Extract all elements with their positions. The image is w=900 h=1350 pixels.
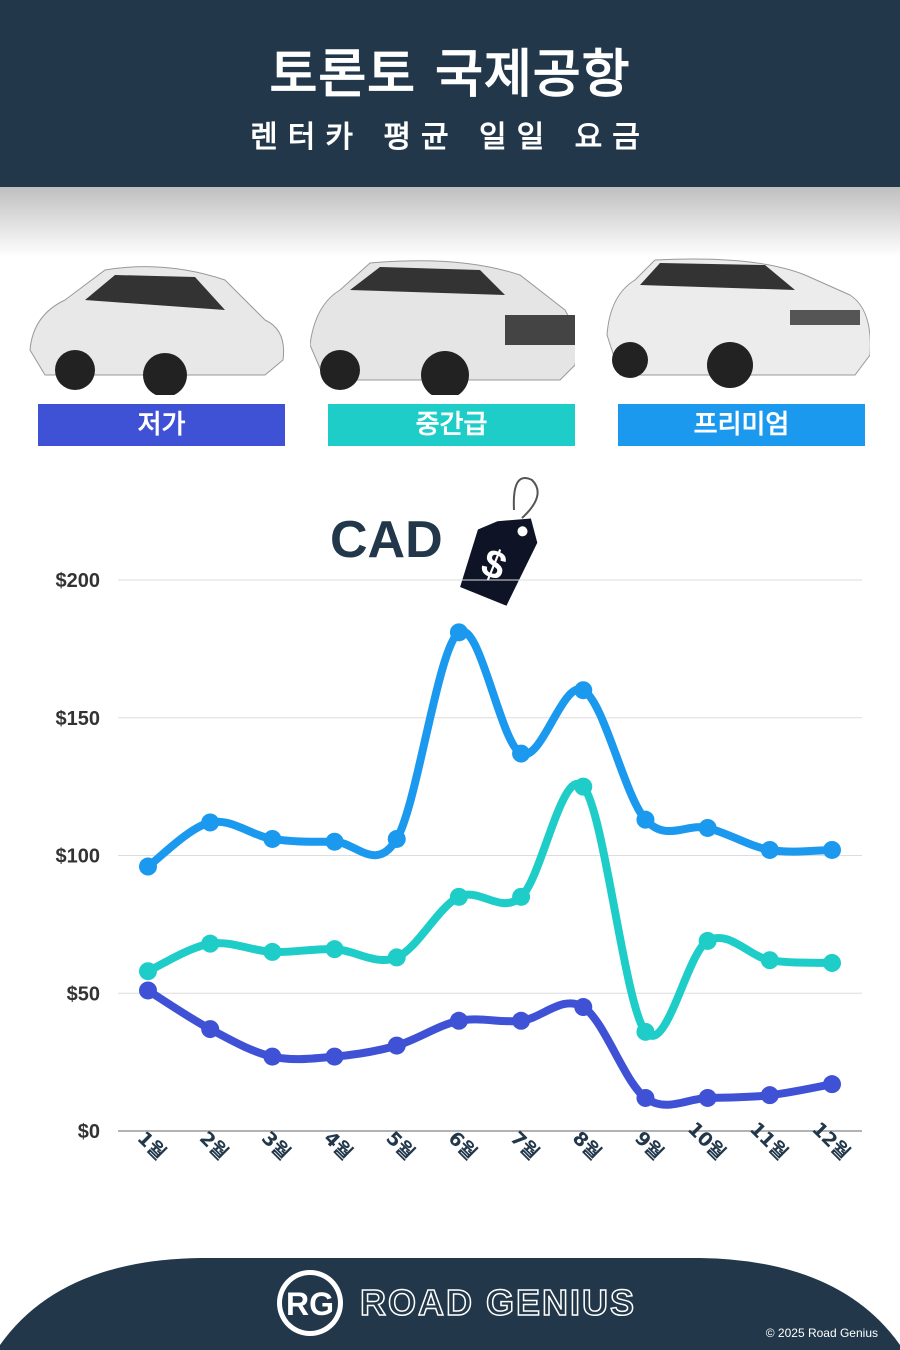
x-tick-label: 2월	[195, 1127, 232, 1164]
data-point	[823, 953, 841, 972]
brand-name: ROAD GENIUS	[359, 1281, 637, 1324]
y-tick-label: $100	[56, 846, 101, 868]
data-point	[325, 832, 344, 851]
data-point	[139, 981, 157, 1000]
category-premium: 프리미엄	[618, 404, 865, 446]
y-tick-label: $50	[67, 983, 100, 1005]
premium-car-image	[606, 258, 870, 388]
data-point	[636, 1022, 655, 1041]
series-line-0	[144, 627, 836, 871]
copyright: © 2025 Road Genius	[765, 1326, 878, 1340]
data-point	[387, 829, 406, 848]
x-tick-label: 11월	[745, 1118, 792, 1165]
data-point	[760, 1086, 779, 1105]
data-point	[139, 962, 157, 981]
page-title: 토론토 국제공항	[269, 45, 631, 105]
data-point	[636, 810, 655, 829]
footer: RG	[0, 1258, 900, 1350]
currency-label: CAD	[330, 511, 443, 569]
x-tick-label: 5월	[381, 1127, 418, 1164]
category-midsize: 중간급	[328, 404, 575, 446]
data-point	[325, 1047, 344, 1066]
x-tick-label: 4월	[319, 1127, 356, 1164]
backdrop-band	[0, 187, 900, 257]
midsize-car-image	[310, 260, 575, 395]
data-point	[823, 1075, 841, 1094]
y-tick-label: $200	[56, 570, 101, 592]
x-tick-label: 6월	[444, 1127, 481, 1164]
data-point	[263, 1047, 282, 1066]
x-tick-label: 8월	[568, 1127, 605, 1164]
data-point	[574, 681, 593, 700]
x-tick-label: 12월	[807, 1118, 854, 1165]
x-tick-label: 9월	[630, 1127, 667, 1164]
data-point	[449, 1011, 468, 1030]
data-point	[201, 813, 220, 832]
data-point	[512, 744, 531, 763]
series-line-1	[144, 779, 836, 1040]
data-point	[512, 1011, 531, 1030]
page-subtitle: 렌터카 평균 일일 요금	[250, 120, 650, 155]
data-point	[698, 1088, 717, 1107]
rental-rate-line-chart: $0 $50 $100 $150 $200 1월 2월 3월 4월 5월 6월 7월 8월 9월 10월 11…	[56, 570, 862, 1165]
data-point	[823, 840, 841, 859]
data-point	[698, 818, 717, 837]
data-point	[139, 857, 157, 876]
data-point	[760, 840, 779, 859]
x-tick-label: 1월	[133, 1127, 170, 1164]
category-economy: 저가	[38, 404, 285, 446]
y-tick-label: $0	[78, 1121, 100, 1143]
data-point	[574, 998, 593, 1017]
series-line-2	[144, 986, 836, 1109]
y-tick-label: $150	[56, 708, 101, 730]
data-point	[263, 829, 282, 848]
data-point	[201, 934, 220, 953]
data-point	[387, 1036, 406, 1055]
logo-initials: RG	[286, 1286, 334, 1322]
data-point	[387, 948, 406, 967]
data-point	[760, 951, 779, 970]
economy-car-image	[29, 266, 285, 395]
data-point	[449, 623, 468, 642]
data-point	[325, 940, 344, 959]
data-point	[636, 1088, 655, 1107]
header: 토론토 국제공항 렌터카 평균 일일 요금	[0, 0, 900, 187]
x-tick-label: 7월	[506, 1127, 543, 1164]
price-tag-icon: $	[460, 477, 539, 606]
x-tick-label: 10월	[683, 1118, 730, 1165]
data-point	[449, 887, 468, 906]
data-point	[574, 777, 593, 796]
data-point	[512, 887, 531, 906]
x-tick-label: 3월	[257, 1127, 294, 1164]
data-point	[201, 1020, 220, 1039]
data-point	[698, 931, 717, 950]
data-point	[263, 942, 282, 961]
